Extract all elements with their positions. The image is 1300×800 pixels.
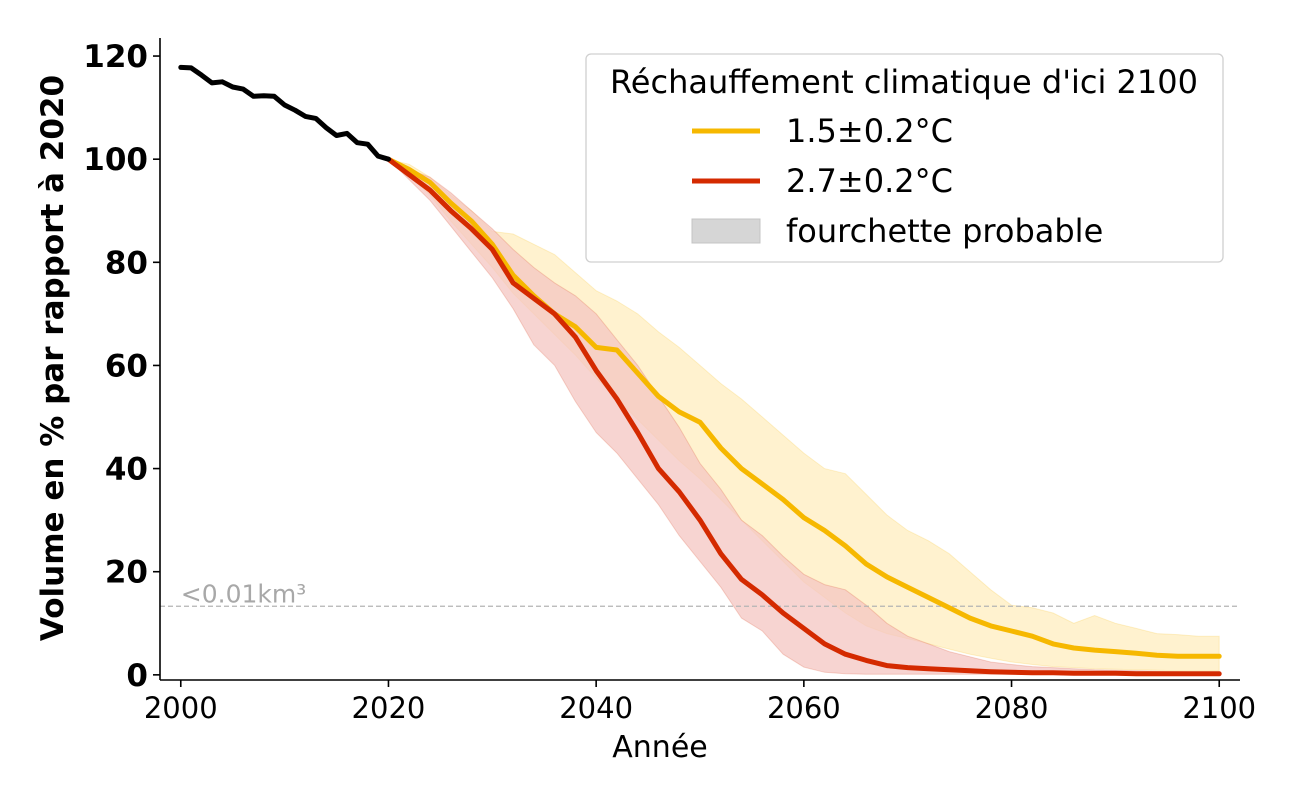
x-axis-title: Année (612, 730, 707, 765)
x-tick-label: 2100 (1182, 691, 1256, 725)
series-line-2-7c (386, 156, 1222, 677)
y-tick-label: 40 (105, 452, 148, 488)
threshold-label: <0.01km³ (181, 579, 306, 608)
legend-title: Réchauffement climatique d'ici 2100 (610, 63, 1198, 101)
series-line-1-5c (386, 156, 1222, 659)
legend: Réchauffement climatique d'ici 2100 1.5±0… (585, 53, 1224, 263)
y-tick-label: 20 (105, 555, 148, 591)
x-tick-label: 2080 (975, 691, 1049, 725)
x-tick-label: 2060 (767, 691, 841, 725)
legend-swatch-range (691, 218, 761, 244)
y-axis-title: Volume en % par rapport à 2020 (35, 75, 71, 641)
legend-entry-label: fourchette probable (786, 212, 1103, 250)
y-tick-label: 80 (105, 245, 148, 281)
legend-entry-label: 1.5±0.2°C (786, 112, 953, 150)
x-tick-label: 2020 (352, 691, 426, 725)
legend-box (585, 53, 1224, 263)
series-lines (178, 64, 1222, 677)
y-tick-label: 60 (105, 348, 148, 384)
x-tick-label: 2040 (559, 691, 633, 725)
threshold-group: <0.01km³ (160, 579, 1240, 608)
y-tick-label: 100 (83, 142, 148, 178)
legend-entry-label: 2.7±0.2°C (786, 162, 953, 200)
historical-line (178, 64, 391, 162)
y-tick-label: 0 (126, 658, 148, 694)
y-tick-label: 120 (83, 39, 148, 75)
x-tick-label: 2000 (144, 691, 218, 725)
